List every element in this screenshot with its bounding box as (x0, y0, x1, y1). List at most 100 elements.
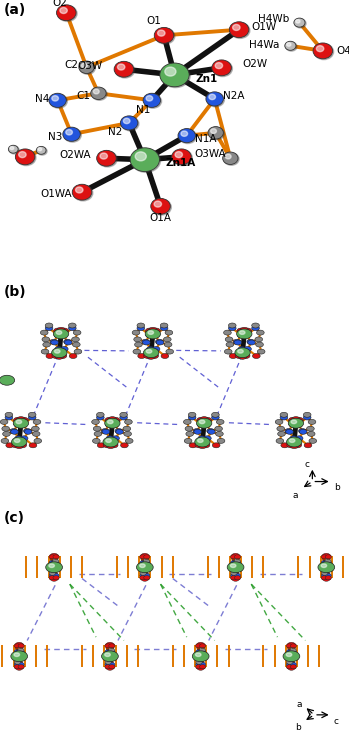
Circle shape (252, 326, 259, 331)
Circle shape (321, 564, 327, 567)
Circle shape (292, 417, 300, 422)
Circle shape (322, 553, 330, 558)
Circle shape (152, 199, 171, 215)
Circle shape (224, 153, 239, 165)
Circle shape (234, 567, 240, 571)
Circle shape (198, 443, 207, 448)
Circle shape (289, 439, 295, 443)
Circle shape (141, 576, 149, 581)
Circle shape (135, 342, 142, 347)
Circle shape (325, 575, 332, 580)
Circle shape (196, 660, 202, 664)
Circle shape (165, 330, 173, 335)
Circle shape (212, 60, 231, 76)
Circle shape (237, 333, 245, 338)
Circle shape (285, 41, 296, 51)
Circle shape (63, 127, 80, 142)
Circle shape (97, 150, 116, 166)
Circle shape (225, 154, 231, 159)
Circle shape (217, 438, 225, 443)
Circle shape (289, 418, 297, 423)
Circle shape (295, 19, 306, 28)
Circle shape (196, 656, 202, 660)
Circle shape (199, 650, 206, 653)
Circle shape (160, 326, 168, 331)
Circle shape (93, 89, 99, 94)
Circle shape (146, 95, 153, 101)
Circle shape (149, 327, 157, 333)
Circle shape (199, 648, 206, 653)
Circle shape (232, 573, 239, 578)
Circle shape (287, 656, 293, 660)
Circle shape (0, 375, 15, 385)
Circle shape (49, 93, 66, 107)
Circle shape (20, 418, 28, 423)
Circle shape (291, 420, 297, 424)
Circle shape (69, 354, 77, 358)
Circle shape (16, 420, 22, 424)
Circle shape (52, 348, 67, 357)
Circle shape (41, 349, 49, 354)
Circle shape (203, 418, 211, 423)
Circle shape (37, 148, 47, 155)
Circle shape (143, 573, 150, 578)
Circle shape (60, 333, 67, 338)
Circle shape (290, 648, 296, 653)
Circle shape (165, 67, 176, 76)
Circle shape (323, 561, 329, 564)
Circle shape (13, 418, 29, 428)
Circle shape (65, 340, 72, 345)
Circle shape (321, 567, 328, 571)
Circle shape (209, 94, 216, 100)
Circle shape (135, 152, 146, 161)
Circle shape (286, 42, 297, 51)
Circle shape (144, 353, 152, 358)
Circle shape (197, 642, 205, 647)
Circle shape (143, 559, 150, 563)
Text: c: c (305, 460, 310, 469)
Circle shape (3, 432, 10, 437)
Circle shape (15, 149, 35, 164)
Circle shape (207, 429, 214, 434)
Circle shape (53, 555, 59, 559)
Circle shape (120, 413, 127, 417)
Circle shape (195, 644, 202, 648)
Circle shape (28, 415, 36, 420)
Circle shape (194, 429, 202, 435)
Circle shape (248, 340, 255, 345)
Circle shape (195, 443, 203, 448)
Text: O1: O1 (146, 16, 161, 26)
Circle shape (295, 422, 302, 427)
Text: a: a (296, 700, 302, 708)
Text: (c): (c) (3, 511, 24, 525)
Circle shape (293, 443, 302, 448)
Circle shape (0, 419, 8, 424)
Text: O4W: O4W (337, 46, 349, 56)
Circle shape (11, 429, 18, 435)
Circle shape (144, 575, 150, 580)
Circle shape (92, 419, 99, 424)
Circle shape (154, 201, 162, 207)
Circle shape (53, 561, 59, 564)
Circle shape (155, 29, 175, 44)
Circle shape (101, 429, 109, 434)
Circle shape (155, 339, 163, 344)
Circle shape (143, 561, 150, 564)
Circle shape (252, 323, 259, 328)
Circle shape (19, 152, 26, 158)
Circle shape (92, 438, 100, 443)
Circle shape (121, 443, 128, 448)
Circle shape (50, 339, 58, 344)
Circle shape (143, 567, 150, 571)
Circle shape (106, 642, 114, 647)
Circle shape (79, 61, 94, 73)
Circle shape (147, 354, 155, 359)
Circle shape (321, 575, 327, 580)
Circle shape (238, 346, 246, 352)
Circle shape (232, 561, 239, 564)
Circle shape (81, 63, 87, 68)
Circle shape (103, 437, 118, 447)
Circle shape (102, 651, 118, 661)
Circle shape (196, 650, 202, 653)
Circle shape (53, 573, 59, 578)
